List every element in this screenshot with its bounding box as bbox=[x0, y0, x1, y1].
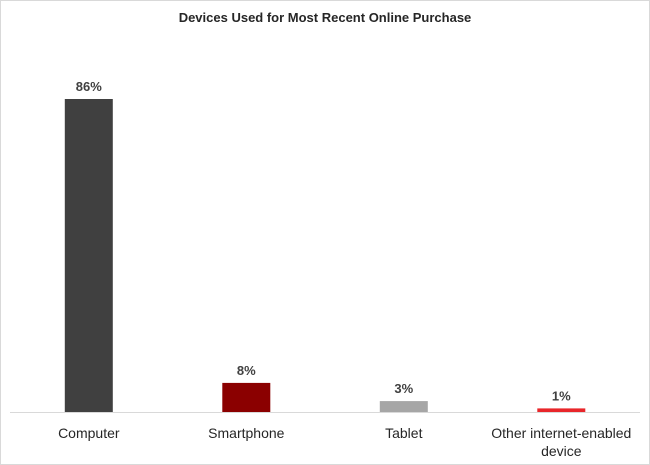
category-label-tablet: Tablet bbox=[385, 425, 422, 441]
data-label-other-internet-enabled-device: 1% bbox=[552, 388, 571, 403]
data-label-computer: 86% bbox=[76, 79, 102, 94]
data-label-smartphone: 8% bbox=[237, 363, 256, 378]
bar-other-internet-enabled-device bbox=[537, 408, 586, 412]
data-label-tablet: 3% bbox=[394, 381, 413, 396]
category-labels-group: Computer Smartphone Tablet Other internet-e… bbox=[58, 425, 631, 459]
bars-group bbox=[64, 99, 586, 412]
bar-tablet bbox=[379, 401, 428, 412]
data-labels-group: 86% 8% 3% 1% bbox=[76, 79, 571, 403]
category-label-other-internet-enabled-device-line-2: device bbox=[541, 443, 582, 459]
category-label-computer: Computer bbox=[58, 425, 120, 441]
category-label-other-internet-enabled-device: Other internet-enabled bbox=[491, 425, 631, 441]
bar-computer bbox=[64, 99, 113, 412]
category-label-smartphone: Smartphone bbox=[208, 425, 284, 441]
chart-title: Devices Used for Most Recent Online Purc… bbox=[179, 10, 472, 25]
bar-smartphone bbox=[222, 382, 271, 412]
